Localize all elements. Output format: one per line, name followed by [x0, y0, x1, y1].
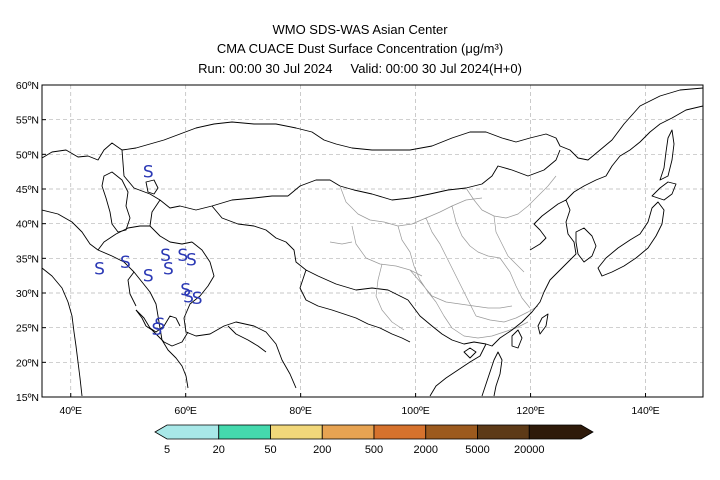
colorbar-segment: [321, 424, 375, 440]
colorbar-label: 20: [213, 444, 225, 456]
dust-storm-marker: S: [120, 253, 131, 273]
dust-storm-marker: S: [163, 260, 174, 280]
lat-label: 35ºN: [16, 253, 39, 265]
lat-label: 55ºN: [16, 115, 39, 127]
run-valid-line: Run: 00:00 30 Jul 2024 Valid: 00:00 30 Ju…: [0, 61, 720, 77]
graticule: [42, 84, 703, 398]
country-borders: [42, 87, 703, 397]
aral-sea: [145, 179, 159, 195]
colorbar-segment: [477, 424, 530, 440]
colorbar-label: 5: [164, 444, 170, 456]
latitude-labels: 60ºN 55ºN 50ºN 45ºN 40ºN 35ºN 30ºN 25ºN 20ºN 15ºN: [16, 80, 46, 404]
lat-label: 50ºN: [16, 149, 39, 161]
colorbar-segment: [425, 424, 478, 440]
dust-storm-marker: S: [186, 251, 197, 271]
colorbar-segment: [373, 424, 427, 440]
colorbar-label: 2000: [414, 444, 438, 456]
dust-storm-marker: S: [143, 163, 154, 183]
lon-label: 120ºE: [516, 405, 544, 417]
run-time: Run: 00:00 30 Jul 2024: [198, 61, 333, 76]
coastlines-and-borders: [42, 87, 703, 397]
lon-label: 140ºE: [631, 405, 659, 417]
lon-label: 40ºE: [59, 405, 82, 417]
dust-storm-marker: S: [143, 267, 154, 287]
longitude-labels: 40ºE 60ºE 80ºE 100ºE 120ºE 140ºE: [59, 393, 660, 417]
colorbar: 5 20 50 200 500 2000 5000 20000: [154, 424, 594, 456]
dust-storm-marker: S: [177, 246, 188, 266]
colorbar-segment: [218, 424, 271, 440]
dust-storm-marker: S: [180, 281, 191, 301]
colorbar-label: 200: [313, 444, 331, 456]
lat-label: 40ºN: [16, 219, 39, 231]
map-subtitle: CMA CUACE Dust Surface Concentration (μg…: [216, 41, 504, 56]
dust-storm-marker: S: [160, 246, 171, 266]
map-title: WMO SDS-WAS Asian Center: [272, 22, 448, 37]
valid-time: Valid: 00:00 30 Jul 2024(H+0): [350, 61, 522, 76]
map-frame: [41, 84, 704, 398]
lon-label: 80ºE: [289, 405, 312, 417]
dust-storm-marker: S: [94, 260, 105, 280]
lon-label: 100ºE: [401, 405, 429, 417]
lat-label: 20ºN: [16, 357, 39, 369]
colorbar-segment: [154, 424, 220, 440]
colorbar-label: 500: [365, 444, 383, 456]
colorbar-label: 5000: [465, 444, 489, 456]
caspian-sea: [101, 171, 131, 233]
lon-label: 60ºE: [174, 405, 197, 417]
lat-label: 60ºN: [16, 80, 39, 92]
colorbar-segment: [270, 424, 323, 440]
dust-storm-marker: S: [152, 320, 163, 340]
province-borders: [329, 175, 557, 339]
coastline: [127, 105, 703, 397]
lat-label: 45ºN: [16, 184, 39, 196]
colorbar-label: 20000: [514, 444, 545, 456]
lat-label: 25ºN: [16, 323, 39, 335]
colorbar-label: 50: [264, 444, 276, 456]
lat-label: 15ºN: [16, 392, 39, 404]
dust-storm-marker: S: [183, 287, 194, 307]
colorbar-segment: [528, 424, 594, 440]
dust-storm-marker: S: [192, 289, 203, 309]
lat-label: 30ºN: [16, 288, 39, 300]
dust-storm-marker: S: [154, 315, 165, 335]
